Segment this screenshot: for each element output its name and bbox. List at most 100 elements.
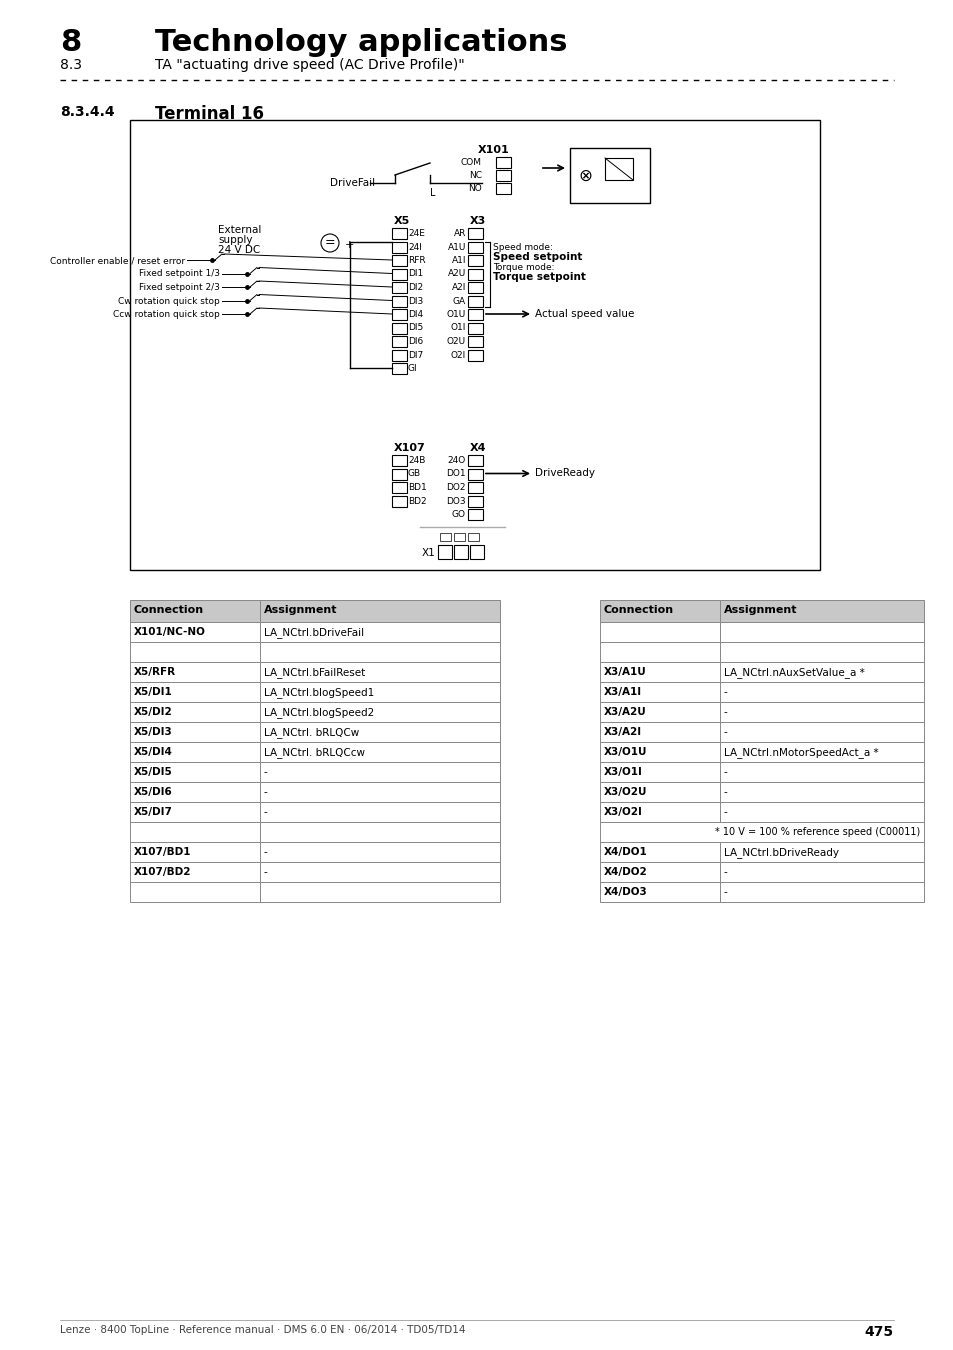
Bar bbox=[720, 802, 923, 822]
Bar bbox=[392, 468, 407, 479]
Bar bbox=[468, 255, 482, 266]
Bar bbox=[130, 882, 260, 902]
Text: DI5: DI5 bbox=[408, 324, 423, 332]
Text: O1I: O1I bbox=[450, 324, 465, 332]
Bar bbox=[599, 782, 720, 802]
Text: NO: NO bbox=[468, 184, 481, 193]
Bar bbox=[392, 228, 407, 239]
Text: -: - bbox=[723, 867, 727, 878]
Text: -: - bbox=[264, 787, 268, 796]
Text: O2U: O2U bbox=[446, 338, 465, 346]
Text: -: - bbox=[723, 767, 727, 778]
Text: X4: X4 bbox=[470, 443, 486, 454]
Text: A1I: A1I bbox=[451, 256, 465, 265]
Bar bbox=[599, 761, 720, 782]
Bar bbox=[130, 863, 260, 882]
Text: * 10 V = 100 % reference speed (C00011): * 10 V = 100 % reference speed (C00011) bbox=[714, 828, 919, 837]
Text: Ccw rotation quick stop: Ccw rotation quick stop bbox=[113, 310, 220, 319]
Text: LA_NCtrl.bDriveReady: LA_NCtrl.bDriveReady bbox=[723, 846, 838, 857]
Bar bbox=[454, 533, 464, 541]
Bar bbox=[599, 599, 720, 622]
Text: DI1: DI1 bbox=[408, 270, 423, 278]
Text: X3/A1I: X3/A1I bbox=[603, 687, 641, 697]
Text: X3/O1U: X3/O1U bbox=[603, 747, 647, 757]
Text: =: = bbox=[324, 236, 335, 250]
Text: supply: supply bbox=[218, 235, 253, 244]
Bar bbox=[599, 643, 720, 662]
Text: BD2: BD2 bbox=[408, 497, 426, 505]
Text: -: - bbox=[723, 887, 727, 896]
Text: GO: GO bbox=[452, 510, 465, 518]
Text: -: - bbox=[264, 846, 268, 857]
Text: 24O: 24O bbox=[447, 456, 465, 464]
Bar bbox=[260, 643, 499, 662]
Text: Connection: Connection bbox=[603, 605, 674, 616]
Bar bbox=[392, 309, 407, 320]
Bar bbox=[260, 822, 499, 842]
Text: DI7: DI7 bbox=[408, 351, 423, 359]
Bar bbox=[468, 350, 482, 360]
Text: LA_NCtrl.blogSpeed2: LA_NCtrl.blogSpeed2 bbox=[264, 707, 374, 718]
Text: 8.3.4.4: 8.3.4.4 bbox=[60, 105, 114, 119]
Bar bbox=[720, 882, 923, 902]
Bar bbox=[130, 822, 260, 842]
Text: X4/DO1: X4/DO1 bbox=[603, 846, 647, 857]
Bar bbox=[260, 622, 499, 643]
Text: 475: 475 bbox=[864, 1324, 893, 1339]
Bar bbox=[599, 722, 720, 742]
Text: L: L bbox=[430, 188, 435, 198]
Text: X5/DI1: X5/DI1 bbox=[133, 687, 172, 697]
Bar bbox=[392, 336, 407, 347]
Bar bbox=[130, 782, 260, 802]
Text: X4/DO3: X4/DO3 bbox=[603, 887, 647, 896]
Bar bbox=[599, 682, 720, 702]
Text: X107/BD1: X107/BD1 bbox=[133, 846, 192, 857]
Bar bbox=[720, 842, 923, 863]
Bar bbox=[392, 255, 407, 266]
Bar bbox=[599, 802, 720, 822]
Bar bbox=[392, 455, 407, 466]
Bar bbox=[468, 495, 482, 506]
Text: O2I: O2I bbox=[450, 351, 465, 359]
Text: DI3: DI3 bbox=[408, 297, 423, 305]
Bar bbox=[130, 702, 260, 722]
Text: X3/O2U: X3/O2U bbox=[603, 787, 647, 796]
Text: LA_NCtrl.bFailReset: LA_NCtrl.bFailReset bbox=[264, 667, 365, 678]
Bar bbox=[720, 761, 923, 782]
Bar bbox=[454, 545, 468, 559]
Text: -: - bbox=[723, 728, 727, 737]
Text: A2U: A2U bbox=[447, 270, 465, 278]
Text: X5/DI2: X5/DI2 bbox=[133, 707, 172, 717]
Bar bbox=[392, 363, 407, 374]
Text: BD1: BD1 bbox=[408, 483, 426, 491]
Text: Actual speed value: Actual speed value bbox=[535, 309, 634, 319]
Bar bbox=[260, 682, 499, 702]
Text: LA_NCtrl. bRLQCw: LA_NCtrl. bRLQCw bbox=[264, 728, 359, 738]
Bar bbox=[468, 455, 482, 466]
Bar bbox=[720, 682, 923, 702]
Bar bbox=[720, 722, 923, 742]
Bar bbox=[130, 662, 260, 682]
Text: Fixed setpoint 2/3: Fixed setpoint 2/3 bbox=[139, 284, 220, 292]
Text: 24B: 24B bbox=[408, 456, 425, 464]
Text: X5/DI6: X5/DI6 bbox=[133, 787, 172, 796]
Text: -: - bbox=[264, 867, 268, 878]
Text: RFR: RFR bbox=[408, 256, 425, 265]
Bar bbox=[720, 782, 923, 802]
Bar bbox=[599, 702, 720, 722]
Text: X3/O2I: X3/O2I bbox=[603, 807, 642, 817]
Bar bbox=[130, 120, 820, 570]
Bar bbox=[130, 722, 260, 742]
Text: 24 V DC: 24 V DC bbox=[218, 244, 260, 255]
Bar bbox=[260, 863, 499, 882]
Text: NC: NC bbox=[469, 171, 481, 180]
Text: DO2: DO2 bbox=[446, 483, 465, 491]
Text: Terminal 16: Terminal 16 bbox=[154, 105, 264, 123]
Bar bbox=[392, 269, 407, 279]
Text: Assignment: Assignment bbox=[723, 605, 797, 616]
Text: 24E: 24E bbox=[408, 230, 424, 238]
Text: Assignment: Assignment bbox=[264, 605, 337, 616]
Bar bbox=[468, 482, 482, 493]
Text: LA_NCtrl.nMotorSpeedAct_a *: LA_NCtrl.nMotorSpeedAct_a * bbox=[723, 747, 878, 757]
Bar bbox=[437, 545, 452, 559]
